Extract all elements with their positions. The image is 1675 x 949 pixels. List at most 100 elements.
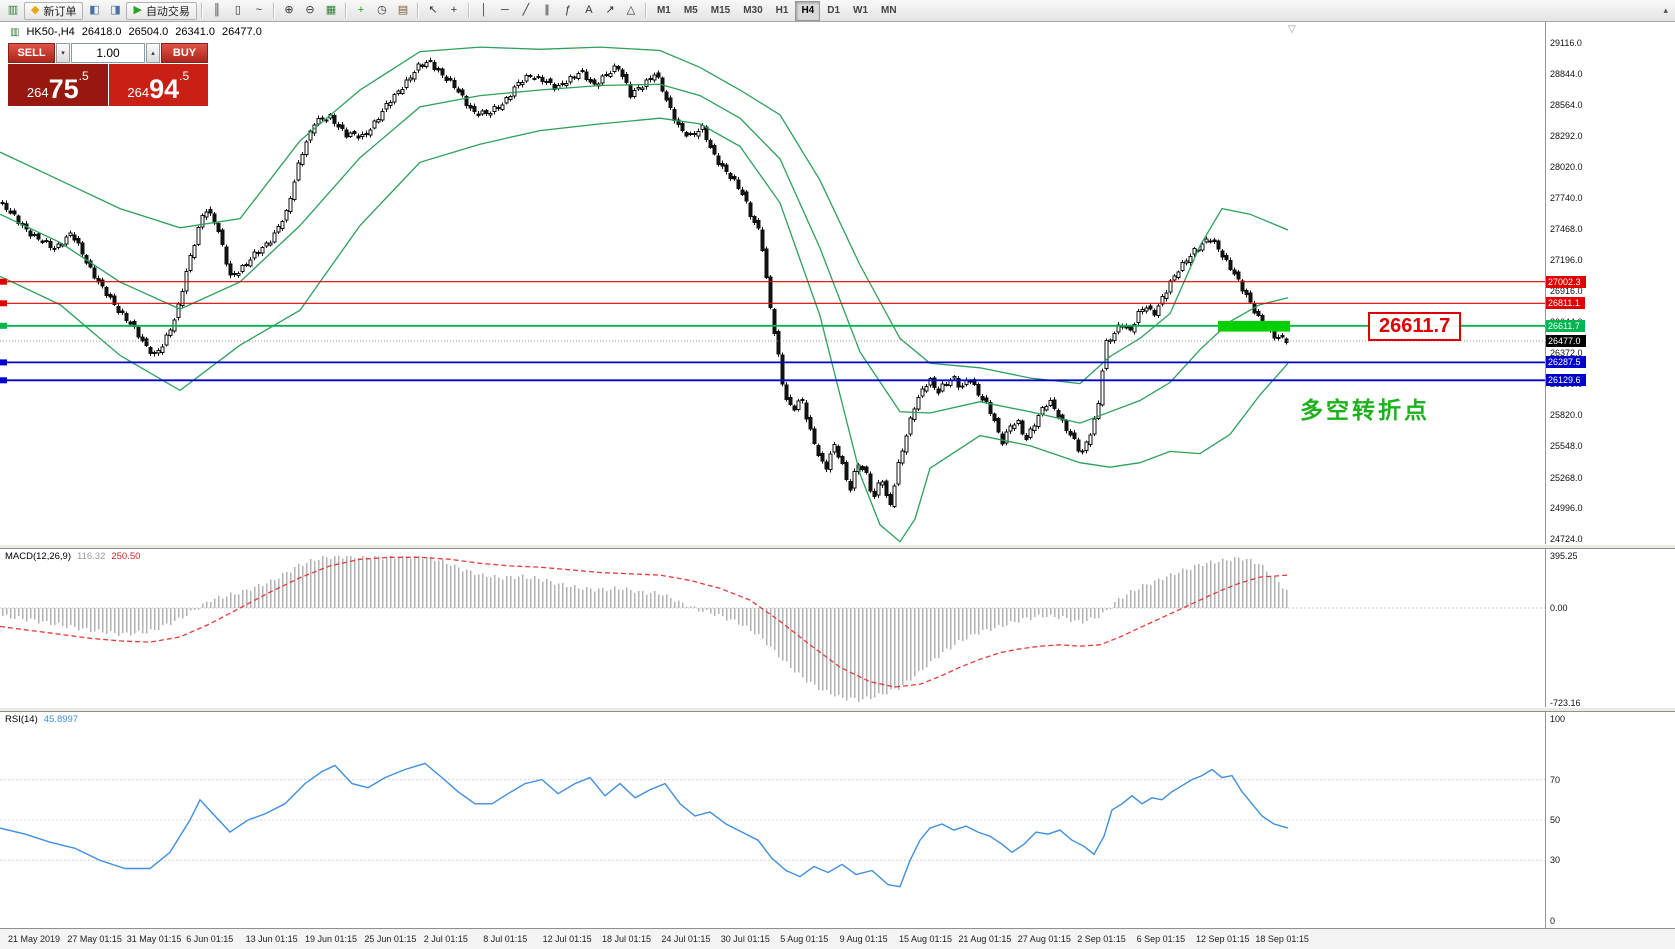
market-watch-icon: ◧ <box>89 4 100 16</box>
timeframe-button-h4[interactable]: H4 <box>795 0 821 21</box>
toolbar-separator <box>416 3 419 18</box>
candlestick-chart-icon[interactable]: ▯ <box>228 2 248 20</box>
volume-increase-button[interactable]: ▴ <box>146 43 160 63</box>
macd-histogram[interactable] <box>1 556 1288 702</box>
turning-point-annotation[interactable]: 多空转折点 <box>1300 397 1430 423</box>
channel-icon[interactable]: ∥ <box>537 2 557 20</box>
arrows-icon[interactable]: ↗ <box>600 2 620 20</box>
main-toolbar: ▥ ◆ 新订单 ◧ ◨ ▶ 自动交易 ║ ▯ ~ ⊕ ⊖ ▦ + ◷ ▤ ↖ + │ ─ ╱ ∥ ƒ A ↗ △ M1 M5 M15 M3… <box>0 0 1675 22</box>
line-anchor-marker[interactable] <box>0 278 7 285</box>
chart-shift-marker[interactable]: ▽ <box>1288 24 1296 35</box>
crosshair-icon[interactable]: + <box>444 2 464 20</box>
price-axis-tick: 25820.0 <box>1550 410 1583 421</box>
price-callout-textbox[interactable]: 26611.7 <box>1368 312 1462 341</box>
channel-icon: ∥ <box>544 4 550 16</box>
shapes-icon[interactable]: △ <box>621 2 641 20</box>
panel-splitter[interactable] <box>0 544 1675 549</box>
price-axis: 29116.0 28844.0 28564.0 28292.0 28020.0 27740… <box>1545 22 1675 928</box>
periods-icon: ◷ <box>377 4 387 16</box>
vertical-line-icon: │ <box>480 4 488 16</box>
bar-high-value: 26504.0 <box>128 26 169 38</box>
line-anchor-marker[interactable] <box>0 300 7 307</box>
rsi-label: RSI(14) <box>5 714 38 725</box>
vertical-line-icon[interactable]: │ <box>474 2 494 20</box>
one-click-trading-panel: SELL ▾ 1.00 ▴ BUY 264 75.5 264 94.5 <box>8 43 208 106</box>
line-chart-icon[interactable]: ~ <box>249 2 269 20</box>
chart-window-icon[interactable]: ▥ <box>3 2 23 20</box>
price-axis-tick: 25548.0 <box>1550 440 1583 451</box>
timeframe-button-d1[interactable]: D1 <box>827 5 841 16</box>
rsi-line[interactable] <box>0 762 1289 888</box>
price-axis-tick: 26372.0 <box>1550 347 1583 358</box>
macd-signal-value: 250.50 <box>111 551 141 562</box>
timeframe-button-m15[interactable]: M15 <box>710 5 731 16</box>
volume-input[interactable]: 1.00 <box>71 43 145 63</box>
price-axis-tick: 25268.0 <box>1550 472 1583 483</box>
chart-window-icon: ▥ <box>7 4 19 16</box>
line-anchor-marker[interactable] <box>0 359 7 366</box>
ask-price-display[interactable]: 264 94.5 <box>108 64 208 106</box>
macd-signal-line[interactable] <box>0 556 1289 688</box>
strategy-tester-icon[interactable]: ◨ <box>105 2 125 20</box>
candlestick-chart[interactable] <box>0 22 1545 545</box>
panel-splitter[interactable] <box>0 707 1675 712</box>
rsi-plot[interactable] <box>0 711 1545 928</box>
rsi-indicator-panel[interactable]: RSI(14) 45.8997 <box>0 711 1545 928</box>
price-chart-panel[interactable] <box>0 22 1545 545</box>
strategy-tester-icon: ◨ <box>110 4 121 16</box>
bollinger-bands[interactable] <box>0 46 1289 543</box>
zoom-in-icon[interactable]: ⊕ <box>279 2 299 20</box>
toolbar-overflow-icon[interactable]: ▴ <box>1663 5 1668 15</box>
macd-indicator-panel[interactable]: MACD(12,26,9) 116.32 250.50 <box>0 548 1545 708</box>
fibonacci-icon[interactable]: ƒ <box>558 2 578 20</box>
buy-button[interactable]: BUY <box>161 43 208 63</box>
timeframe-button-h1[interactable]: H1 <box>775 5 789 16</box>
bar-chart-icon: ║ <box>213 4 221 16</box>
rsi-axis-tick: 100 <box>1550 714 1566 724</box>
volume-decrease-button[interactable]: ▾ <box>56 43 70 63</box>
periods-icon[interactable]: ◷ <box>372 2 392 20</box>
candlesticks[interactable] <box>0 57 1289 509</box>
highlight-rectangle[interactable] <box>1218 320 1290 332</box>
bollinger-middle-band[interactable] <box>0 83 1289 424</box>
macd-plot[interactable] <box>0 548 1545 708</box>
zoom-out-icon[interactable]: ⊖ <box>300 2 320 20</box>
toolbar-separator <box>200 3 203 18</box>
bollinger-lower-band[interactable] <box>0 117 1289 543</box>
time-axis-label: 21 May 2019 <box>8 934 61 944</box>
trendline-icon[interactable]: ╱ <box>516 2 536 20</box>
indicators-icon[interactable]: + <box>351 2 371 20</box>
fibonacci-icon: ƒ <box>564 4 571 16</box>
bar-chart-icon[interactable]: ║ <box>207 2 227 20</box>
line-anchor-marker[interactable] <box>0 377 7 384</box>
timeframe-button-m1[interactable]: M1 <box>656 5 671 16</box>
price-axis-tick: 28564.0 <box>1550 100 1583 111</box>
ask-price-big-digits: 94 <box>149 74 180 104</box>
templates-icon[interactable]: ▤ <box>393 2 413 20</box>
horizontal-line-icon[interactable]: ─ <box>495 2 515 20</box>
market-watch-icon[interactable]: ◧ <box>84 2 104 20</box>
toolbar-separator <box>272 3 275 18</box>
macd-main-value: 116.32 <box>77 551 106 562</box>
time-axis-label: 25 Jun 01:15 <box>364 934 417 944</box>
text-icon[interactable]: A <box>579 2 599 20</box>
line-anchor-marker[interactable] <box>0 322 7 329</box>
timeframe-button-mn[interactable]: MN <box>881 5 897 16</box>
time-axis-label: 21 Aug 01:15 <box>958 934 1012 944</box>
cursor-icon[interactable]: ↖ <box>423 2 443 20</box>
timeframe-button-w1[interactable]: W1 <box>853 5 869 16</box>
sell-button[interactable]: SELL <box>8 43 55 63</box>
timeframe-button-m30[interactable]: M30 <box>743 5 763 16</box>
new-order-button[interactable]: ◆ 新订单 <box>24 1 84 20</box>
bollinger-upper-band[interactable] <box>0 46 1289 385</box>
crosshair-icon: + <box>450 4 458 16</box>
zoom-out-icon: ⊖ <box>305 4 315 16</box>
macd-axis-tick: -723.16 <box>1550 698 1581 709</box>
timeframe-button-m5[interactable]: M5 <box>683 5 698 16</box>
tile-windows-icon[interactable]: ▦ <box>321 2 341 20</box>
bid-price-prefix: 264 <box>26 85 49 100</box>
bid-price-display[interactable]: 264 75.5 <box>8 64 108 106</box>
horizontal-line-icon: ─ <box>501 4 509 16</box>
autotrading-button[interactable]: ▶ 自动交易 <box>126 1 197 20</box>
price-axis-tick: 26916.0 <box>1550 286 1583 297</box>
